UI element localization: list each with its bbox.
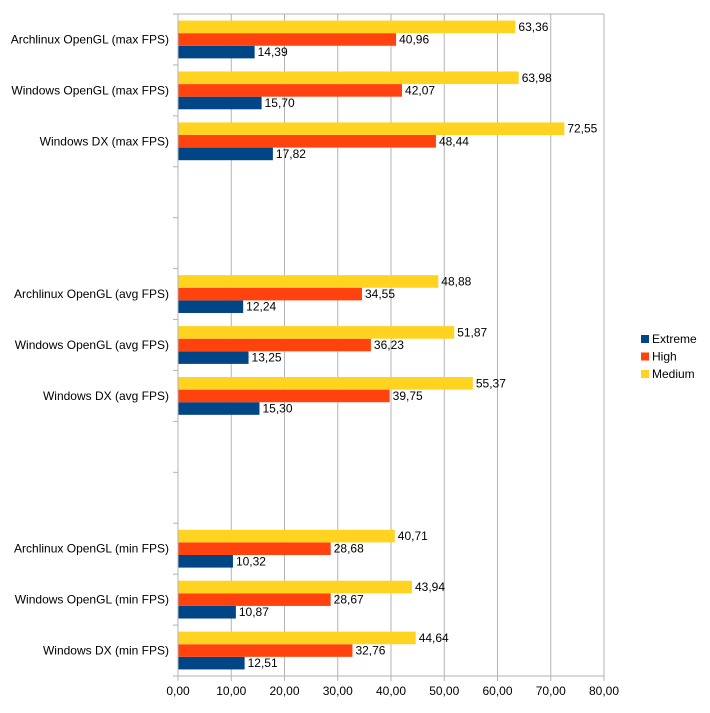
data-label: 40,71 bbox=[398, 529, 428, 543]
bar-medium bbox=[178, 580, 412, 594]
bar-medium bbox=[178, 20, 516, 34]
bar-extreme bbox=[178, 605, 236, 619]
data-label: 28,68 bbox=[334, 542, 364, 556]
bars bbox=[178, 20, 565, 670]
x-tick-label: 80,00 bbox=[589, 684, 619, 698]
data-label: 15,70 bbox=[265, 96, 295, 110]
data-label: 10,87 bbox=[239, 605, 269, 619]
data-label: 17,82 bbox=[276, 147, 306, 161]
category-label: Windows OpenGL (avg FPS) bbox=[15, 338, 169, 352]
data-label: 39,75 bbox=[393, 389, 423, 403]
data-label: 12,51 bbox=[248, 656, 278, 670]
data-label: 55,37 bbox=[476, 376, 506, 390]
data-label: 48,44 bbox=[439, 134, 469, 148]
bar-medium bbox=[178, 275, 439, 288]
bar-extreme bbox=[178, 402, 260, 415]
legend-label: Extreme bbox=[652, 332, 697, 346]
legend-swatch-extreme bbox=[641, 335, 649, 343]
category-label: Windows DX (avg FPS) bbox=[43, 389, 169, 403]
bar-medium bbox=[178, 529, 395, 543]
x-tick-label: 50,00 bbox=[429, 684, 459, 698]
data-label: 43,94 bbox=[415, 580, 445, 594]
legend: Extreme High Medium bbox=[641, 332, 697, 381]
data-label: 10,32 bbox=[236, 554, 266, 568]
x-tick-label: 10,00 bbox=[216, 684, 246, 698]
bar-high bbox=[178, 593, 331, 606]
x-tick-label: 20,00 bbox=[269, 684, 299, 698]
data-label: 72,55 bbox=[567, 122, 597, 136]
data-label: 36,23 bbox=[374, 338, 404, 352]
data-label: 51,87 bbox=[457, 325, 487, 339]
data-label: 28,67 bbox=[334, 593, 364, 607]
category-label: Archlinux OpenGL (avg FPS) bbox=[14, 287, 169, 301]
bar-medium bbox=[178, 326, 455, 339]
legend-label: Medium bbox=[652, 367, 695, 381]
data-label: 13,25 bbox=[252, 351, 282, 365]
data-label: 34,55 bbox=[365, 287, 395, 301]
legend-label: High bbox=[652, 350, 677, 364]
data-label: 15,30 bbox=[262, 402, 292, 416]
category-label: Windows OpenGL (min FPS) bbox=[15, 593, 169, 607]
data-label: 48,88 bbox=[441, 274, 471, 288]
bar-high bbox=[178, 338, 371, 352]
category-label: Windows OpenGL (max FPS) bbox=[11, 83, 169, 97]
bar-extreme bbox=[178, 96, 262, 110]
bar-high bbox=[178, 33, 397, 46]
data-label: 40,96 bbox=[399, 32, 429, 46]
bar-high bbox=[178, 287, 362, 301]
bar-medium bbox=[178, 71, 519, 85]
x-tick-label: 0,00 bbox=[166, 684, 190, 698]
data-label: 12,24 bbox=[246, 300, 276, 314]
axes: 0,00 10,00 20,00 30,00 40,00 50,00 60,00 70,00 8… bbox=[166, 13, 619, 698]
x-tick-label: 60,00 bbox=[482, 684, 512, 698]
data-label: 14,39 bbox=[258, 45, 288, 59]
category-label: Archlinux OpenGL (min FPS) bbox=[14, 542, 169, 556]
bar-extreme bbox=[178, 300, 244, 313]
data-label: 63,36 bbox=[518, 20, 548, 34]
category-label: Windows DX (min FPS) bbox=[43, 644, 169, 658]
data-label: 42,07 bbox=[405, 83, 435, 97]
bar-high bbox=[178, 135, 436, 148]
bar-high bbox=[178, 389, 390, 403]
legend-swatch-medium bbox=[641, 370, 649, 378]
data-label: 63,98 bbox=[522, 71, 552, 85]
x-tick-label: 30,00 bbox=[323, 684, 353, 698]
labels: Archlinux OpenGL (max FPS) Windows OpenGL… bbox=[11, 20, 598, 670]
bar-high bbox=[178, 644, 353, 657]
data-label: 44,64 bbox=[419, 631, 449, 645]
x-tick-label: 70,00 bbox=[536, 684, 566, 698]
bar-medium bbox=[178, 631, 416, 645]
bar-extreme bbox=[178, 351, 249, 364]
bar-extreme bbox=[178, 554, 233, 568]
category-label: Windows DX (max FPS) bbox=[40, 134, 169, 148]
bar-extreme bbox=[178, 45, 255, 59]
bar-high bbox=[178, 84, 403, 97]
bar-extreme bbox=[178, 656, 245, 670]
x-tick-label: 40,00 bbox=[376, 684, 406, 698]
bar-medium bbox=[178, 122, 565, 136]
bar-extreme bbox=[178, 147, 273, 161]
bar-medium bbox=[178, 377, 473, 390]
category-label: Archlinux OpenGL (max FPS) bbox=[11, 32, 169, 46]
data-label: 32,76 bbox=[355, 644, 385, 658]
bar-high bbox=[178, 542, 331, 555]
legend-swatch-high bbox=[641, 352, 649, 361]
